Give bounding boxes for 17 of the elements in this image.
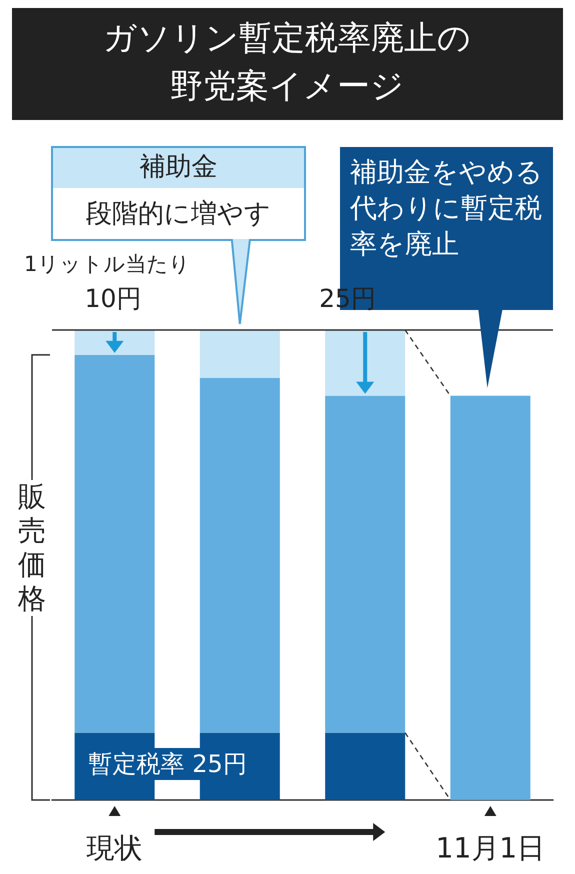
bar <box>325 396 406 733</box>
annotation: 暫定税率 25円 <box>84 748 251 780</box>
chart-title: ガソリン暫定税率廃止の野党案イメージ <box>102 17 472 107</box>
bar <box>325 732 406 800</box>
text: 補助金 <box>138 151 218 184</box>
x-tick-label: 11月1日 <box>436 832 546 864</box>
text: 段階的に増やす <box>85 198 272 231</box>
bar <box>200 330 280 378</box>
bar <box>450 396 530 800</box>
text: 10円 <box>84 283 142 315</box>
bar <box>74 354 155 733</box>
bar <box>200 378 280 733</box>
bar <box>325 330 406 396</box>
text: 1リットル当たり <box>24 251 190 278</box>
text: 補助金をやめる代わりに暫定税率を廃止 <box>350 156 544 262</box>
y-axis-title: 販売価格 <box>18 480 48 616</box>
x-tick-label: 現状 <box>86 832 143 864</box>
